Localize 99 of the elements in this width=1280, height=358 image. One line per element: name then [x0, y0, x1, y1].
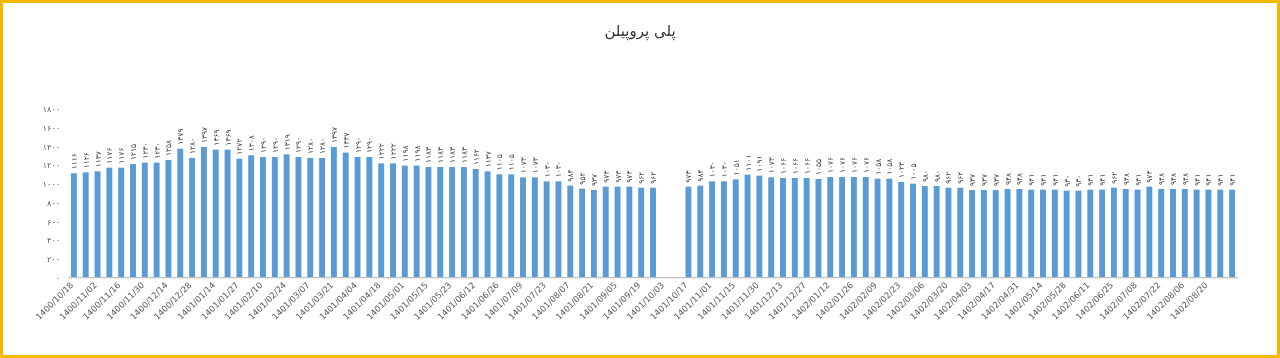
- bar: [1146, 186, 1153, 278]
- bar: [1110, 187, 1117, 278]
- bar: [319, 157, 326, 278]
- bar: [200, 147, 207, 278]
- bar: [697, 185, 704, 278]
- bar: [1099, 189, 1106, 278]
- bar: [1051, 189, 1058, 278]
- bar: [921, 186, 928, 278]
- bar: [650, 187, 656, 278]
- bar: [910, 183, 916, 278]
- y-tick-label: ۶۰۰: [47, 217, 60, 227]
- bar: [531, 177, 538, 278]
- bar: [898, 181, 905, 278]
- bar: [1134, 189, 1141, 278]
- bar: [768, 177, 775, 278]
- bar: [602, 186, 609, 278]
- bar: [508, 174, 515, 278]
- bar: [850, 177, 857, 278]
- bar: [638, 187, 645, 278]
- bar: [342, 152, 349, 278]
- bar: [307, 157, 314, 278]
- bar: [437, 167, 444, 278]
- bar: [1063, 190, 1070, 278]
- bar: [732, 179, 739, 278]
- bar: [780, 177, 786, 278]
- bar: [366, 157, 373, 278]
- bar: [283, 154, 290, 278]
- y-tick-label: ۱۲۰۰: [42, 161, 60, 171]
- bar: [874, 178, 881, 278]
- bar: [590, 190, 597, 278]
- bar: [70, 173, 77, 278]
- bar: [579, 188, 586, 278]
- bar: [390, 163, 396, 278]
- bar: [1016, 189, 1023, 278]
- bar: [827, 177, 834, 278]
- bar: [1229, 189, 1236, 278]
- bar: [1004, 189, 1011, 278]
- y-tick-label: ۴۰۰: [47, 236, 60, 246]
- bar: [472, 168, 479, 278]
- bar: [969, 190, 976, 278]
- y-tick-label: ۱۰۰۰: [42, 180, 60, 190]
- bar: [449, 167, 456, 278]
- bar: [1181, 189, 1188, 278]
- bar: [177, 148, 184, 278]
- bar: [1122, 189, 1129, 278]
- bar: [709, 181, 716, 278]
- bar: [106, 167, 113, 278]
- bar: [189, 157, 196, 278]
- bar: [862, 177, 869, 278]
- bar: [330, 147, 337, 278]
- bar: [992, 190, 999, 278]
- bar: [130, 164, 136, 278]
- bar: [933, 186, 940, 278]
- bar: [1158, 189, 1165, 278]
- bar: [886, 178, 893, 278]
- bar: [720, 181, 727, 278]
- bar: [224, 149, 231, 278]
- bar: [460, 167, 467, 278]
- bar: [957, 187, 964, 278]
- bar: [141, 162, 148, 278]
- bar: [212, 149, 219, 278]
- bar: [413, 165, 420, 278]
- bar: [496, 174, 503, 278]
- bar: [271, 157, 278, 278]
- bar: [94, 171, 101, 278]
- bar: [543, 181, 550, 278]
- y-tick-label: ۱۶۰۰: [42, 124, 60, 134]
- bar: [118, 167, 125, 278]
- bar: [520, 177, 526, 278]
- bar: [567, 185, 574, 278]
- y-tick-label: ۰: [55, 273, 60, 283]
- bar: [744, 174, 751, 278]
- y-tick-label: ۸۰۰: [47, 198, 60, 208]
- bar: [1040, 189, 1046, 278]
- bar: [839, 177, 846, 278]
- bar: [354, 157, 361, 278]
- bar: [401, 165, 408, 278]
- y-tick-label: ۱۸۰۰: [42, 105, 60, 115]
- bar: [484, 171, 491, 278]
- bar: [1217, 189, 1224, 278]
- bar: [803, 177, 810, 278]
- bar: [1193, 189, 1200, 278]
- chart-title: پلی پروپیلن: [604, 22, 676, 41]
- bar: [236, 158, 243, 278]
- bar: [1087, 189, 1094, 278]
- bar: [626, 186, 633, 278]
- bar: [756, 175, 763, 278]
- y-tick-label: ۱۴۰۰: [42, 142, 60, 152]
- bar: [378, 163, 385, 278]
- bar: [82, 172, 89, 278]
- bar: [248, 155, 255, 278]
- y-tick-label: ۲۰۰: [47, 254, 60, 264]
- bar: [614, 186, 621, 278]
- bar: [1170, 189, 1176, 278]
- bar: [791, 177, 798, 278]
- bar: [1028, 189, 1035, 278]
- bar: [260, 157, 266, 278]
- bar: [980, 190, 987, 278]
- bar: [153, 162, 160, 278]
